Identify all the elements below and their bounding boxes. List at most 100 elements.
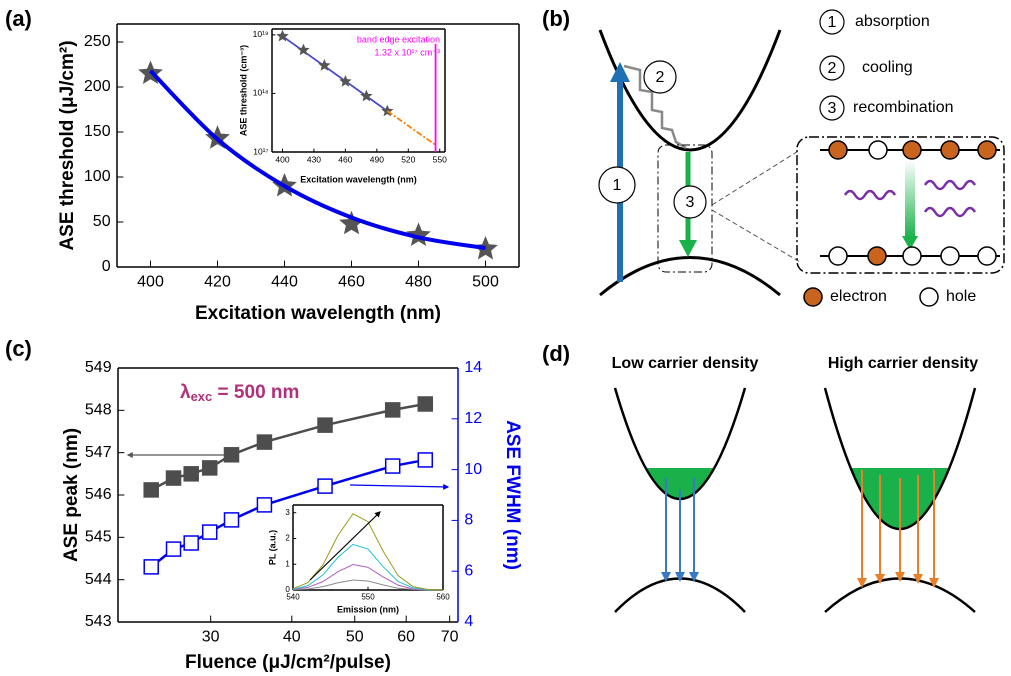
- step-number: 3: [686, 194, 695, 211]
- y2-tick-label: 4: [464, 613, 473, 630]
- y-tick-label: 10¹⁹: [253, 29, 269, 39]
- arrow-head: [679, 240, 697, 257]
- series-line: [292, 513, 444, 591]
- star-marker: [318, 59, 331, 71]
- detail-box: [796, 136, 1005, 274]
- x-tick-label: 70: [441, 628, 459, 645]
- diagram-title: Low carrier density: [612, 355, 759, 372]
- y-tick-label: 549: [85, 359, 112, 376]
- x-tick-label: 550: [361, 593, 375, 602]
- y-tick-label: 547: [85, 444, 112, 461]
- star-marker: [339, 75, 352, 87]
- zoom-box: [657, 144, 713, 273]
- y-tick-label: 546: [85, 486, 112, 503]
- y-tick-label: 545: [85, 529, 112, 546]
- star-marker: [339, 210, 364, 235]
- square-marker: [256, 434, 273, 450]
- step-label: absorption: [855, 13, 930, 30]
- y-axis-label: ASE threshold (μJ/cm²): [57, 40, 78, 250]
- square-marker: [417, 452, 434, 468]
- density-diagram: [613, 387, 977, 613]
- x-tick-label: 30: [202, 628, 220, 645]
- panel-label: (b): [542, 6, 570, 31]
- y-tick-label: 544: [85, 571, 112, 588]
- recombination-glow: [905, 160, 915, 238]
- step-number: 1: [828, 14, 837, 31]
- step-circles: [598, 9, 845, 219]
- square-marker: [384, 458, 401, 474]
- x-tick-label: 40: [283, 628, 301, 645]
- y-tick-label: 0: [285, 585, 290, 594]
- conduction-band: [598, 29, 782, 152]
- x-tick-label: 520: [401, 154, 415, 164]
- y2-tick-label: 14: [464, 359, 482, 376]
- square-marker: [223, 512, 240, 528]
- y2-tick-label: 12: [464, 410, 482, 427]
- x-tick-label: 560: [436, 593, 450, 602]
- square-marker: [384, 402, 401, 418]
- annotation: λexc = 500 nm: [180, 382, 299, 404]
- series-line: [292, 563, 444, 591]
- y-tick-label: 10¹⁸: [253, 88, 269, 98]
- y-axis-label: PL (a.u.): [267, 530, 277, 565]
- x-tick-label: 550: [433, 154, 447, 164]
- photons: [843, 179, 977, 218]
- y-tick-label: 548: [85, 402, 112, 419]
- x-axis-label: Excitation wavelength (nm): [300, 174, 417, 184]
- annotation: band edge excitation: [357, 34, 440, 44]
- square-marker: [143, 559, 159, 575]
- square-marker: [165, 541, 182, 557]
- star-marker: [276, 29, 289, 42]
- x-axis-label: Emission (nm): [337, 604, 399, 614]
- y-axis-label: ASE peak (nm): [61, 428, 82, 562]
- step-number: 3: [828, 100, 837, 117]
- band-diagram: [598, 9, 1005, 307]
- y2-tick-label: 6: [464, 562, 473, 579]
- y-axis-label: ASE threshold (cm⁻³): [238, 45, 248, 136]
- step-label: cooling: [862, 59, 913, 76]
- x-tick-label: 480: [405, 273, 432, 290]
- x-tick-label: 460: [338, 154, 352, 164]
- zoom-line: [711, 149, 801, 206]
- annotation-text: = 500 nm: [212, 382, 299, 403]
- annotation: 1.32 x 10¹⁷ cm⁻³: [374, 47, 440, 57]
- chart: 30 40 50 60 70543544545546547548549468101214…: [61, 359, 523, 673]
- star-marker: [297, 43, 310, 56]
- x-tick-label: 460: [338, 273, 365, 290]
- chart: 540 550 560 0 1 2 3 Emission (nm) PL (a.u.): [267, 504, 450, 614]
- square-marker: [183, 466, 199, 482]
- x-tick-label: 50: [346, 628, 364, 645]
- cooling-path: [623, 64, 687, 150]
- x-tick-label: 500: [472, 273, 499, 290]
- y2-axis-label: ASE FWHM (nm): [502, 420, 523, 570]
- y-tick-label: 200: [84, 78, 111, 95]
- arrow-head: [610, 62, 630, 82]
- legend-label: electron: [830, 288, 887, 305]
- plot-area: [293, 505, 443, 590]
- square-marker: [183, 535, 199, 551]
- square-marker: [223, 447, 240, 463]
- panel-label: (a): [5, 6, 32, 31]
- square-marker: [201, 524, 218, 540]
- square-marker: [256, 497, 273, 513]
- x-axis-label: Fluence (μJ/cm²/pulse): [185, 652, 391, 673]
- x-tick-label: 540: [286, 593, 300, 602]
- square-marker: [417, 396, 434, 412]
- y-tick-label: 3: [285, 508, 290, 517]
- square-marker: [317, 417, 333, 433]
- diagram-title: High carrier density: [828, 355, 978, 372]
- x-tick-label: 400: [137, 273, 164, 290]
- valence-band: [599, 256, 781, 297]
- x-tick-label: 420: [204, 273, 231, 290]
- square-marker: [317, 478, 333, 494]
- star-marker: [360, 89, 373, 102]
- y-tick-label: 150: [84, 123, 111, 140]
- x-tick-label: 60: [397, 628, 415, 645]
- square-marker: [143, 482, 159, 498]
- zoom-line: [711, 209, 801, 263]
- series-line: [386, 110, 437, 146]
- y-tick-label: 2: [285, 534, 290, 543]
- y-tick-label: 543: [85, 613, 112, 630]
